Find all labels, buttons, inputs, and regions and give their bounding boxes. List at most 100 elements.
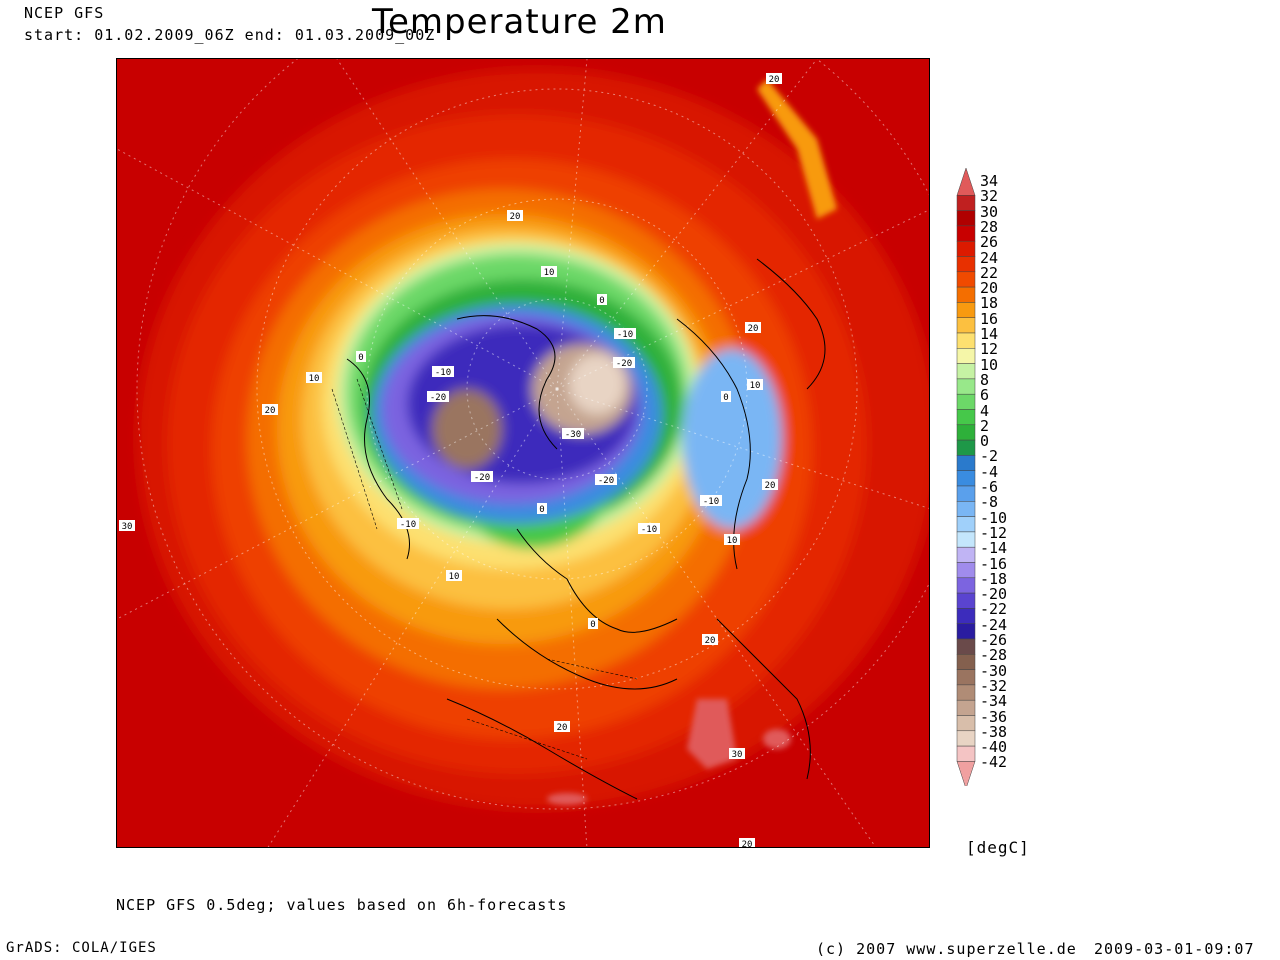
color-scale-label: -38	[980, 722, 1008, 741]
color-scale-label: -36	[980, 707, 1008, 726]
color-swatch--30	[956, 669, 976, 686]
color-scale-label: 28	[980, 217, 999, 236]
svg-text:-10: -10	[435, 368, 451, 378]
svg-text:20: 20	[510, 212, 521, 222]
contour-label: 10	[446, 570, 462, 582]
color-swatch--42	[956, 761, 976, 786]
color-swatch-14	[956, 332, 976, 349]
color-scale-label: 30	[980, 202, 999, 221]
color-scale-label: 26	[980, 233, 999, 252]
color-scale-label: 22	[980, 263, 999, 282]
color-scale-label: 20	[980, 279, 999, 298]
color-swatch-26	[956, 240, 976, 257]
contour-label: 20	[507, 210, 523, 222]
color-swatch-0	[956, 439, 976, 456]
contour-label: -20	[471, 471, 493, 483]
color-swatch-4	[956, 409, 976, 426]
contour-label: 0	[597, 294, 607, 306]
color-scale-label: -26	[980, 631, 1008, 649]
svg-text:20: 20	[705, 636, 716, 646]
color-swatch--34	[956, 699, 976, 716]
contour-label: 30	[729, 748, 745, 760]
color-scale-bar	[956, 168, 976, 786]
color-swatch-16	[956, 317, 976, 334]
svg-text:-10: -10	[703, 497, 719, 507]
color-swatch--26	[956, 638, 976, 655]
svg-text:30: 30	[732, 750, 743, 760]
color-swatch-30	[956, 210, 976, 227]
color-scale-label: -40	[980, 738, 1008, 757]
svg-text:0: 0	[590, 620, 595, 630]
svg-text:-20: -20	[474, 473, 490, 483]
color-swatch--38	[956, 730, 976, 747]
svg-text:10: 10	[750, 381, 761, 391]
contour-label: 20	[762, 479, 778, 491]
color-swatch--20	[956, 592, 976, 609]
color-swatch--12	[956, 531, 976, 548]
svg-text:-20: -20	[616, 359, 632, 369]
contour-label: 0	[721, 391, 731, 403]
svg-text:-20: -20	[430, 393, 446, 403]
svg-text:0: 0	[539, 505, 544, 515]
color-swatch--22	[956, 608, 976, 624]
contour-label: 20	[262, 404, 278, 416]
svg-text:-20: -20	[598, 476, 614, 486]
copyright-notice: (c) 2007 www.superzelle.de	[816, 940, 1077, 958]
svg-text:20: 20	[742, 840, 753, 848]
political-borders	[331, 378, 638, 760]
temperature-bands	[137, 69, 929, 809]
color-swatch-22	[956, 271, 976, 288]
color-scale-label: -32	[980, 676, 1008, 695]
color-swatch-6	[956, 393, 976, 410]
color-scale-label: 32	[980, 187, 999, 206]
color-scale-label: 8	[980, 370, 990, 389]
contour-label: 0	[356, 351, 366, 363]
color-scale-label: -6	[980, 478, 999, 496]
color-scale-label: 14	[980, 325, 999, 343]
color-scale-label: 18	[980, 294, 999, 313]
contour-label: -10	[432, 366, 454, 378]
contour-label: -10	[638, 523, 660, 535]
color-scale-label: -4	[980, 462, 999, 481]
contour-label: 10	[541, 266, 557, 278]
color-swatch--2	[956, 455, 976, 471]
color-scale-label: -24	[980, 615, 1008, 634]
contour-label: -20	[613, 357, 635, 369]
svg-text:0: 0	[599, 296, 604, 306]
svg-text:10: 10	[449, 572, 460, 582]
contour-label: 20	[745, 322, 761, 334]
contour-label: 20	[739, 838, 755, 848]
color-swatch--32	[956, 684, 976, 701]
color-swatch--10	[956, 516, 976, 533]
color-scale-label: 2	[980, 416, 990, 435]
color-swatch-32	[956, 195, 976, 211]
svg-text:10: 10	[309, 374, 320, 384]
color-scale-label: -28	[980, 646, 1008, 665]
color-scale-label: 12	[980, 340, 999, 359]
contour-label: -30	[562, 428, 584, 440]
color-scale-label: -34	[980, 692, 1008, 711]
color-scale-label: -12	[980, 523, 1008, 542]
color-scale-label: 34	[980, 172, 999, 190]
color-scale-label: -18	[980, 569, 1008, 588]
color-swatch-28	[956, 225, 976, 242]
color-swatch-20	[956, 286, 976, 303]
color-swatch--18	[956, 577, 976, 594]
color-swatch-8	[956, 378, 976, 395]
color-swatch--14	[956, 546, 976, 563]
svg-text:-10: -10	[641, 525, 657, 535]
graticule	[117, 59, 929, 847]
contour-label: 10	[747, 379, 763, 391]
color-scale-label: -2	[980, 447, 999, 466]
color-scale-label: -30	[980, 661, 1008, 680]
contour-label: 0	[537, 503, 547, 515]
contour-label: -10	[397, 518, 419, 530]
svg-text:20: 20	[557, 723, 568, 733]
color-swatch-12	[956, 348, 976, 364]
tropical-hot-spots	[547, 79, 837, 805]
color-scale-label: -20	[980, 585, 1008, 604]
generation-timestamp: 2009-03-01-09:07	[1094, 940, 1255, 958]
color-scale-label: -42	[980, 753, 1008, 772]
contour-label: 20	[554, 721, 570, 733]
color-scale-label: -14	[980, 539, 1008, 558]
